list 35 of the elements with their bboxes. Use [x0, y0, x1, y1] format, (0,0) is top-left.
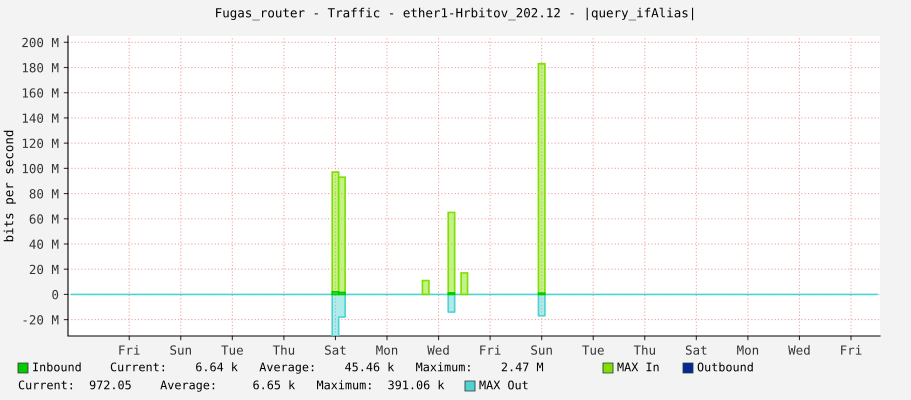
legend-label: Inbound: [33, 362, 81, 372]
x-tick-label: Mon: [376, 345, 398, 355]
y-tick-label: 100 M: [22, 164, 58, 174]
x-tick-label: Mon: [737, 345, 758, 355]
text: Current: 972.05 Average: 6.65 k Maximum: 391.06 k: [18, 380, 444, 392]
x-tick-label: Thu: [272, 345, 294, 355]
y-tick-label: 0: [52, 290, 58, 300]
y-tick-label: 120 M: [22, 138, 58, 148]
y-tick-label: 60 M: [30, 214, 58, 224]
x-tick-label: Sun: [170, 345, 191, 355]
y-tick-label: 40 M: [29, 239, 58, 249]
x-tick-label: Sat: [686, 345, 706, 355]
x-tick-label: Sun: [531, 345, 552, 355]
y-tick-label: 180 M: [22, 63, 58, 72]
x-tick-label: Wed: [427, 345, 449, 355]
y-tick-label: 200 M: [22, 38, 58, 48]
x-tick-label: Fri: [119, 345, 140, 355]
legend-label: MAX Out: [479, 380, 528, 390]
legend-label: Outbound: [698, 362, 753, 372]
y-tick-label: 140 M: [22, 113, 58, 123]
y-axis-title: bits per second: [4, 130, 16, 242]
legend-label: MAX In: [617, 362, 659, 372]
x-tick-label: Wed: [788, 345, 810, 355]
x-tick-label: Tue: [582, 345, 604, 355]
x-tick-label: Thu: [634, 345, 655, 355]
x-tick-label: Tue: [221, 345, 243, 355]
y-tick-label: -20 M: [24, 315, 58, 325]
chart-title: Fugas_router - Traffic - ether1-Hrbitov_202.12 - |query_ifAlias|: [216, 8, 694, 20]
y-tick-label: 80 M: [30, 189, 58, 199]
x-tick-label: Fri: [841, 345, 862, 355]
text: Current: 6.64 k Average: 45.46 k Maximum: 2.47 M: [110, 362, 544, 374]
x-tick-label: Sat: [325, 345, 346, 355]
y-tick-label: 160 M: [22, 88, 58, 98]
y-tick-label: 20 M: [30, 264, 58, 274]
x-tick-label: Fri: [480, 345, 501, 355]
